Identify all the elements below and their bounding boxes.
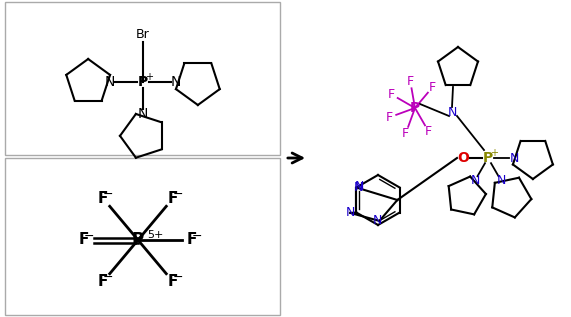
- Text: F: F: [402, 127, 409, 140]
- Text: O: O: [457, 151, 469, 165]
- Text: N: N: [353, 181, 363, 194]
- Text: P: P: [132, 231, 144, 249]
- Text: −: −: [172, 188, 183, 201]
- Text: −: −: [192, 230, 202, 243]
- Text: F: F: [167, 191, 178, 206]
- Text: N: N: [355, 180, 364, 193]
- Text: N: N: [345, 206, 355, 219]
- Text: F: F: [429, 81, 436, 94]
- Text: −: −: [172, 271, 183, 284]
- Text: F: F: [425, 125, 432, 138]
- Text: P: P: [410, 101, 420, 115]
- Text: +: +: [490, 148, 498, 158]
- Text: F: F: [167, 274, 178, 289]
- Text: 5+: 5+: [147, 230, 163, 240]
- Bar: [5, 158, 280, 315]
- Text: N: N: [105, 75, 115, 89]
- Text: −: −: [103, 271, 114, 284]
- Text: +: +: [145, 72, 153, 82]
- Text: N: N: [447, 106, 457, 119]
- Text: N: N: [138, 107, 148, 121]
- Text: F: F: [98, 274, 108, 289]
- Text: F: F: [407, 75, 414, 88]
- Text: N: N: [496, 174, 506, 187]
- Text: −: −: [103, 188, 114, 201]
- Text: N: N: [171, 75, 181, 89]
- Text: Br: Br: [136, 28, 150, 41]
- Text: P: P: [138, 75, 148, 89]
- Text: P: P: [483, 151, 493, 165]
- Text: N: N: [373, 214, 382, 227]
- Bar: [5, 2, 280, 155]
- Text: N: N: [471, 174, 480, 187]
- Text: −: −: [84, 230, 94, 243]
- Text: F: F: [388, 88, 395, 101]
- Text: F: F: [187, 232, 197, 248]
- Text: F: F: [79, 232, 89, 248]
- Text: N: N: [509, 152, 518, 165]
- Text: F: F: [386, 111, 393, 124]
- Text: F: F: [98, 191, 108, 206]
